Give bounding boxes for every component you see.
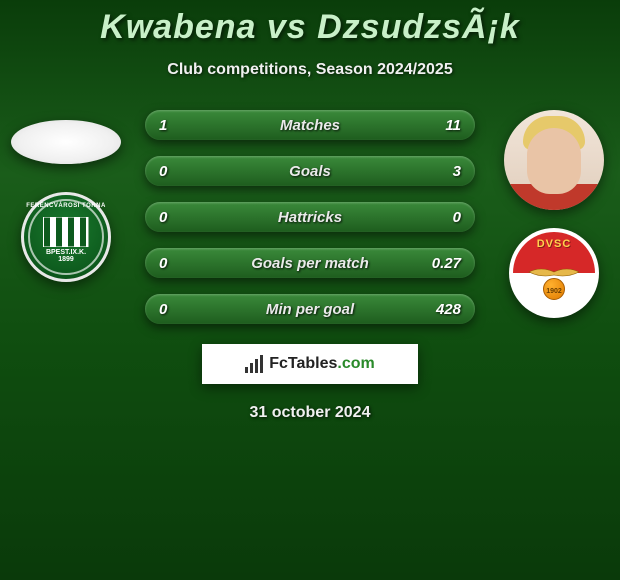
stat-left-value: 1 — [159, 117, 199, 134]
badge-left-ring-text: FERENCVÁROSI TORNA — [24, 203, 108, 209]
club-badge-left: FERENCVÁROSI TORNA BPEST.IX.K. 1899 — [21, 192, 111, 282]
stat-row: 0Goals per match0.27 — [145, 248, 475, 278]
stat-right-value: 428 — [421, 301, 461, 318]
stat-row: 1Matches11 — [145, 110, 475, 140]
stat-row: 0Hattricks0 — [145, 202, 475, 232]
stat-label: Goals per match — [199, 255, 421, 272]
brand-prefix: FcTables — [269, 355, 337, 372]
date-text: 31 october 2024 — [0, 404, 620, 422]
player-right-avatar — [504, 110, 604, 210]
stat-label: Goals — [199, 163, 421, 180]
stat-row: 0Goals3 — [145, 156, 475, 186]
right-column: DVSC 1902 — [494, 110, 614, 318]
stat-label: Hattricks — [199, 209, 421, 226]
branding-text: FcTables.com — [269, 355, 375, 373]
left-column: FERENCVÁROSI TORNA BPEST.IX.K. 1899 — [6, 110, 126, 282]
card-subtitle: Club competitions, Season 2024/2025 — [0, 61, 620, 79]
badge-right-code: DVSC — [513, 238, 595, 250]
avatar-face — [527, 128, 581, 194]
brand-suffix: .com — [337, 355, 374, 372]
branding-box: FcTables.com — [202, 344, 418, 384]
stat-left-value: 0 — [159, 209, 199, 226]
stat-right-value: 0.27 — [421, 255, 461, 272]
stat-label: Min per goal — [199, 301, 421, 318]
stat-label: Matches — [199, 117, 421, 134]
stat-right-value: 11 — [421, 117, 461, 134]
badge-right-year: 1902 — [546, 288, 562, 295]
badge-right-inner: DVSC 1902 — [513, 232, 595, 314]
content-area: FERENCVÁROSI TORNA BPEST.IX.K. 1899 DVSC — [0, 110, 620, 422]
stat-left-value: 0 — [159, 301, 199, 318]
comparison-card: Kwabena vs DzsudzsÃ¡k Club competitions,… — [0, 0, 620, 580]
stat-right-value: 0 — [421, 209, 461, 226]
badge-left-ring — [28, 199, 104, 275]
card-title: Kwabena vs DzsudzsÃ¡k — [0, 0, 620, 47]
player-left-avatar — [11, 120, 121, 164]
stat-right-value: 3 — [421, 163, 461, 180]
club-badge-right: DVSC 1902 — [509, 228, 599, 318]
stat-left-value: 0 — [159, 163, 199, 180]
bar-chart-icon — [245, 355, 263, 373]
stat-row: 0Min per goal428 — [145, 294, 475, 324]
stat-left-value: 0 — [159, 255, 199, 272]
